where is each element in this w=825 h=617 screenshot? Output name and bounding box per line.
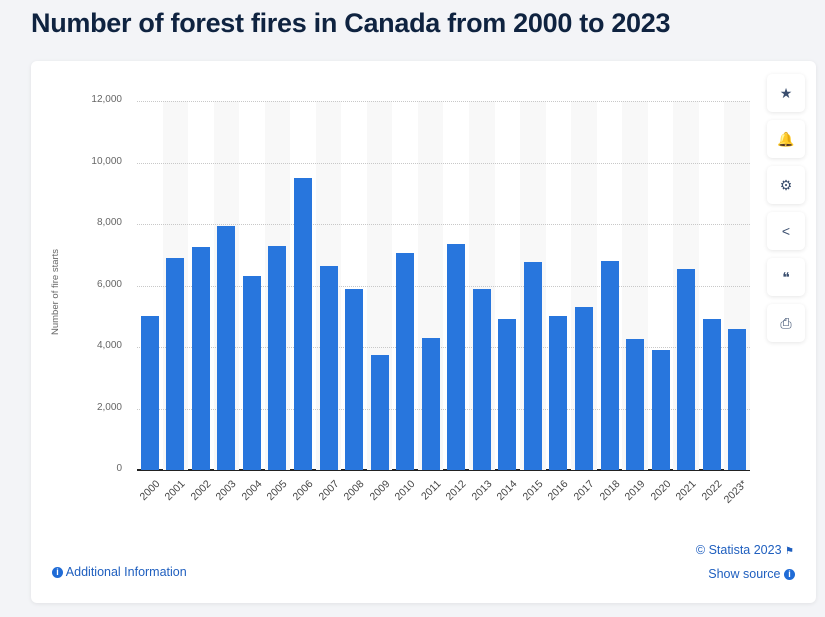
bar[interactable] [677,268,696,470]
print-icon: ⎙ [780,314,792,331]
quote-icon: ❝ [782,268,790,285]
bell-icon: 🔔 [777,130,795,147]
y-tick-label: 8,000 [96,217,122,228]
y-tick-label: 10,000 [91,155,122,167]
copyright-link[interactable]: © Statista 2023 ⚑ [695,543,794,557]
bar[interactable] [574,307,593,470]
cite-button[interactable]: ❝ [767,258,805,296]
info-icon: i [784,569,795,581]
gridline [137,347,750,348]
settings-button[interactable]: ⚙ [767,166,805,204]
bar[interactable] [191,247,210,470]
y-axis-label: Number of fire starts [50,248,61,335]
y-tick-label: 2,000 [96,401,122,413]
notification-button[interactable]: 🔔 [767,120,805,158]
bar[interactable] [472,288,491,470]
bar[interactable] [166,257,185,470]
bar[interactable] [319,265,338,470]
bar[interactable] [600,260,619,470]
gridline [137,224,750,225]
gridline [137,101,750,102]
bar[interactable] [217,225,236,470]
bar[interactable] [651,350,670,470]
bar[interactable] [549,316,568,470]
additional-info-link[interactable]: i Additional Information [52,565,187,579]
x-axis-line [137,469,750,471]
bar-chart [137,101,750,471]
gear-icon: ⚙ [779,176,793,193]
bar[interactable] [447,244,466,470]
bar[interactable] [294,177,313,470]
bar[interactable] [370,354,389,470]
info-icon: i [52,567,63,579]
bar[interactable] [523,262,542,470]
bar[interactable] [396,253,415,470]
gridline [137,285,750,287]
bar[interactable] [421,337,440,470]
gridline [137,162,750,164]
bar[interactable] [728,328,747,470]
share-icon: < [781,223,791,239]
y-tick-label: 4,000 [96,340,122,351]
bar[interactable] [140,316,159,470]
bar[interactable] [242,276,261,470]
star-icon: ★ [779,84,793,101]
bar[interactable] [702,319,721,470]
print-button[interactable]: ⎙ [767,304,805,342]
y-tick-label: 6,000 [96,278,122,290]
bar[interactable] [626,339,645,470]
bar[interactable] [345,288,364,470]
share-button[interactable]: < [767,212,805,250]
y-tick-label: 0 [116,463,122,474]
bar[interactable] [268,245,287,470]
favorite-button[interactable]: ★ [767,74,805,112]
flag-icon: ⚑ [785,546,794,557]
bar[interactable] [498,319,517,470]
y-tick-label: 12,000 [91,94,122,105]
gridline [137,408,750,410]
show-source-link[interactable]: Show source i [708,567,795,581]
page-title: Number of forest fires in Canada from 20… [31,8,671,38]
